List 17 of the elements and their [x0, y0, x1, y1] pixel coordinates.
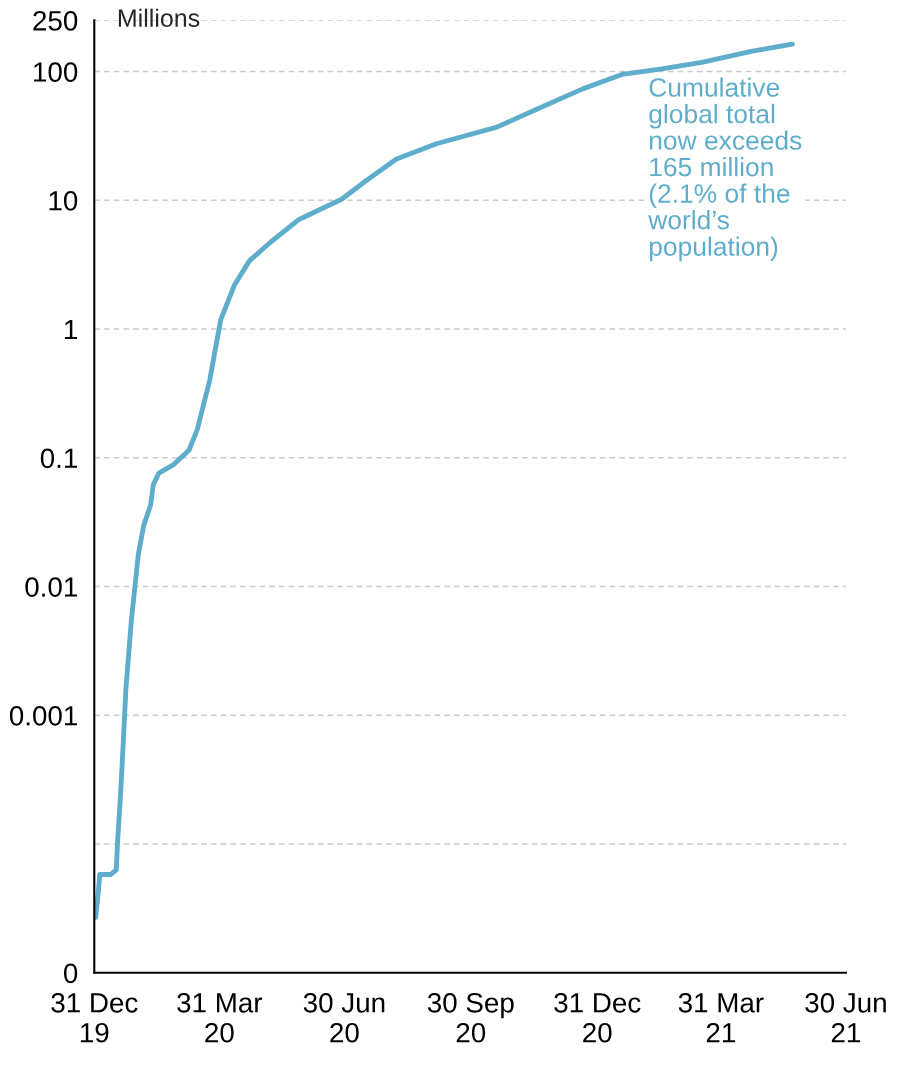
y-tick-label: 0 [63, 963, 78, 984]
y-tick-label: 10 [49, 190, 78, 211]
x-tick-label: 31 Dec 20 [554, 992, 641, 1043]
y-axis-title: Millions [118, 8, 200, 28]
x-tick-label: 30 Jun 20 [303, 992, 385, 1043]
y-tick-label: 0.01 [25, 577, 77, 597]
x-tick-label: 31 Mar 20 [177, 992, 263, 1043]
y-tick-label: 0.001 [9, 705, 77, 726]
y-tick-label: 250 [33, 10, 78, 31]
y-tick-label: 1 [64, 320, 77, 340]
x-tick-label: 30 Sep 20 [427, 992, 514, 1043]
x-tick-label: 30 Jun 21 [805, 992, 886, 1043]
y-tick-label: 100 [34, 62, 78, 82]
annotation: Cumulative global total now exceeds 165 million (2.1% of the world’s population) [648, 77, 802, 262]
y-tick-label: 0.1 [40, 448, 77, 469]
x-tick-label: 31 Mar 21 [678, 992, 764, 1043]
x-tick-label: 31 Dec 19 [51, 992, 138, 1043]
